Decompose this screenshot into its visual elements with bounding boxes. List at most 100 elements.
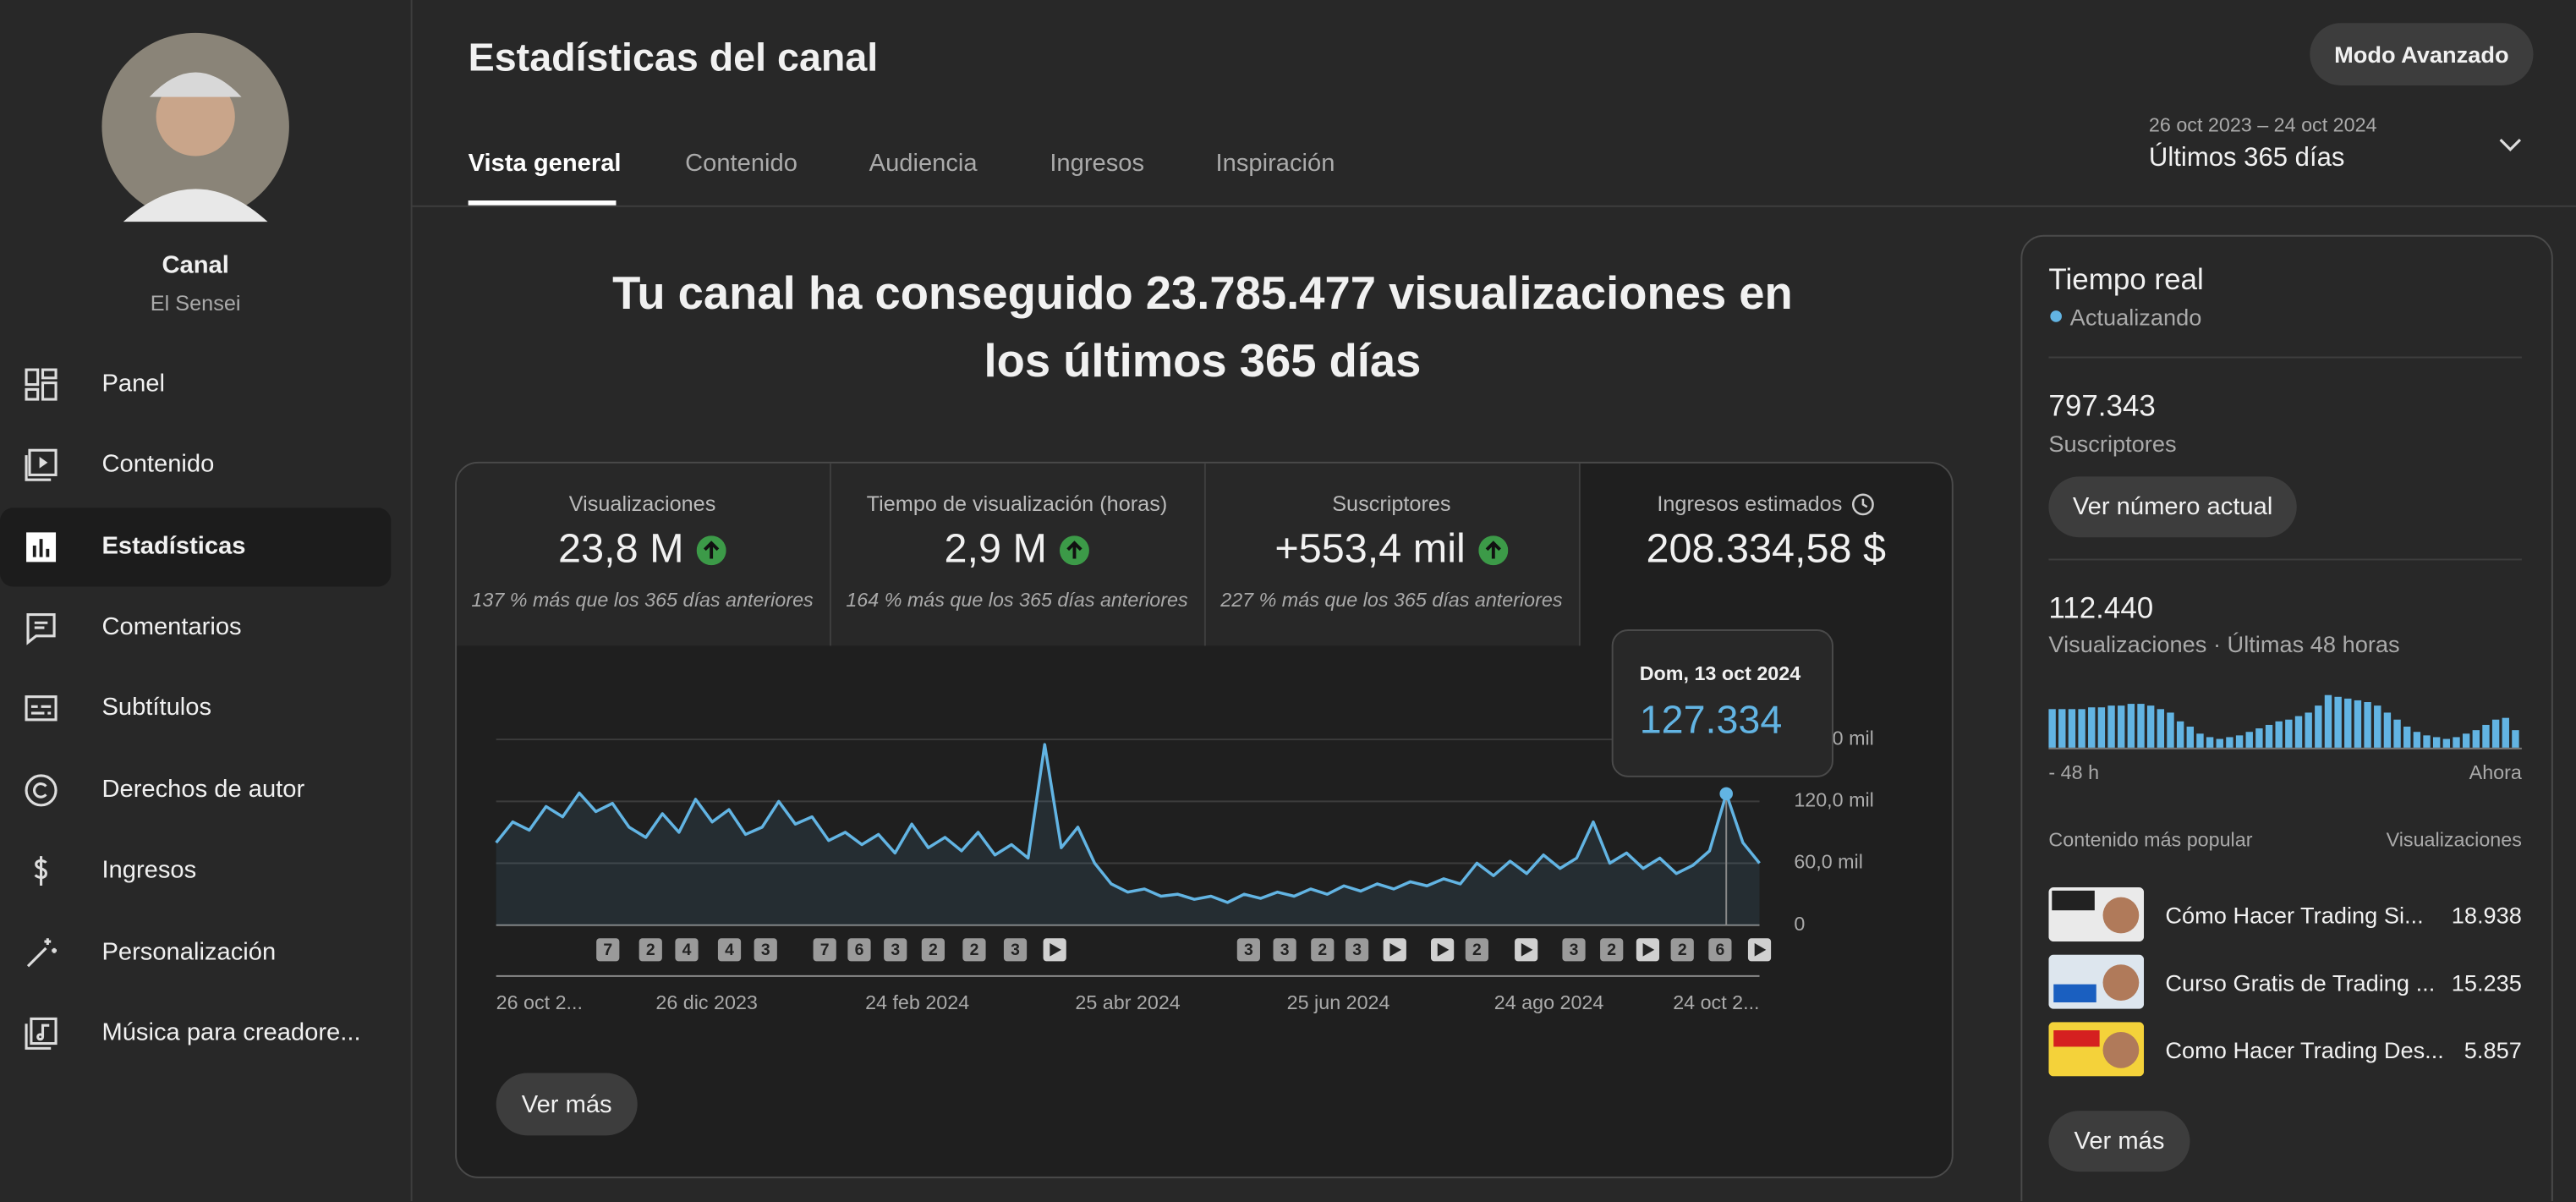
nav-item[interactable]: Derechos de autor <box>101 775 305 804</box>
realtime-card <box>2020 234 2553 1202</box>
metric-label[interactable]: Tiempo de visualización (horas) <box>866 491 1168 516</box>
tab[interactable]: Audiencia <box>869 149 978 178</box>
see-more-button[interactable]: Ver más <box>496 1073 638 1136</box>
top-content-views: 15.235 <box>2451 969 2522 996</box>
metric-note: 227 % más que los 365 días anteriores <box>1220 588 1563 612</box>
thumbnail[interactable] <box>2048 887 2145 942</box>
icon-subtitles[interactable] <box>23 690 59 727</box>
video-marker-icon <box>1754 943 1767 957</box>
metric-note: 137 % más que los 365 días anteriores <box>471 588 814 612</box>
icon-customization[interactable] <box>23 935 59 971</box>
realtime-see-more[interactable]: Ver más <box>2048 1111 2190 1172</box>
thumbnail[interactable] <box>2048 954 2145 1009</box>
annotation-box <box>847 938 871 962</box>
nav-item[interactable]: Comentarios <box>101 612 242 641</box>
x-tick-label: 26 oct 2... <box>496 991 583 1013</box>
video-marker-icon <box>1642 943 1655 957</box>
icon-earn[interactable] <box>23 853 59 889</box>
sidebar-divider <box>410 0 413 1202</box>
header-divider <box>412 205 2576 207</box>
realtime-bar <box>2324 694 2332 748</box>
realtime-bar <box>2226 737 2233 748</box>
realtime-bar <box>2364 702 2371 748</box>
icon-comments[interactable] <box>23 610 59 646</box>
nav-item[interactable]: Personalización <box>101 938 277 967</box>
annotation: 2 <box>1318 941 1327 959</box>
realtime-bar <box>2186 727 2194 748</box>
nav-item[interactable]: Música para creadore... <box>101 1018 361 1047</box>
realtime-bar <box>2294 716 2303 748</box>
realtime-bar <box>2512 730 2519 748</box>
top-content-title[interactable]: Como Hacer Trading Des... <box>2165 1036 2444 1063</box>
realtime-bar <box>2068 709 2076 748</box>
metric-value-text: 23,8 M <box>558 525 684 573</box>
top-content-label: Contenido más popular <box>2048 828 2253 852</box>
tab[interactable]: Vista general <box>468 149 622 178</box>
tooltip-value: 127.334 <box>1639 698 1783 744</box>
avatar[interactable] <box>100 31 290 222</box>
metric-tiles-bg <box>457 463 1579 646</box>
advanced-button[interactable]: Modo Avanzado <box>2310 23 2534 86</box>
tab[interactable]: Inspiración <box>1215 149 1335 178</box>
x-tick-label: 24 ago 2024 <box>1494 991 1604 1013</box>
top-content-views: 5.857 <box>2464 1036 2522 1063</box>
metric-label-wrap[interactable]: Ingresos estimados <box>1579 493 1954 516</box>
nav-item[interactable]: Panel <box>101 370 165 398</box>
realtime-bar <box>2097 707 2106 748</box>
realtime-bar <box>2383 712 2392 748</box>
realtime-bar <box>2078 709 2085 748</box>
realtime-bar <box>2472 730 2480 748</box>
period-chevron[interactable] <box>2497 134 2524 154</box>
realtime-bar <box>2393 719 2401 748</box>
top-content-title[interactable]: Curso Gratis de Trading ... <box>2165 969 2436 996</box>
tab-underline <box>468 200 617 206</box>
annotation: 6 <box>1716 941 1725 959</box>
annotation: 2 <box>1472 941 1482 959</box>
annotation-box <box>1708 938 1732 962</box>
tab[interactable]: Contenido <box>685 149 797 178</box>
realtime-bar <box>2374 705 2381 748</box>
bars-end-label: Ahora <box>2469 760 2522 784</box>
realtime-bar <box>2176 721 2184 748</box>
annotation: 3 <box>891 941 900 959</box>
realtime-bar <box>2315 705 2322 748</box>
icon-panel[interactable] <box>23 366 59 403</box>
annotation: 2 <box>1678 941 1687 959</box>
top-content-metric: Visualizaciones <box>2386 828 2522 852</box>
realtime-bar <box>2432 737 2441 748</box>
icon-copyright[interactable] <box>23 772 59 809</box>
annotation: 7 <box>603 941 612 959</box>
annotation-box <box>639 938 662 962</box>
realtime-bar <box>2491 719 2500 748</box>
realtime-bar <box>2462 733 2470 748</box>
annotation: 3 <box>1244 941 1253 959</box>
realtime-status: Actualizando <box>2069 304 2202 331</box>
tile-divider <box>830 463 831 646</box>
annotation-box <box>1345 938 1369 962</box>
tooltip: Dom, 13 oct 2024 127.334 <box>1611 629 1833 777</box>
icon-analytics[interactable] <box>23 530 59 566</box>
metric-label[interactable]: Suscriptores <box>1332 491 1451 516</box>
icon-content[interactable] <box>23 447 59 483</box>
clock-icon <box>1852 493 1875 516</box>
current-count-button[interactable]: Ver número actual <box>2048 476 2297 538</box>
annotation-box <box>962 938 986 962</box>
thumbnail[interactable] <box>2048 1022 2145 1077</box>
tab[interactable]: Ingresos <box>1050 149 1145 178</box>
realtime-bar <box>2088 707 2096 748</box>
nav-item[interactable]: Ingresos <box>101 856 197 885</box>
period[interactable]: Últimos 365 días <box>2148 144 2345 173</box>
realtime-bar <box>2255 728 2263 748</box>
annotation-box <box>1311 938 1335 962</box>
nav-item[interactable]: Contenido <box>101 450 215 479</box>
views-label: Visualizaciones · Últimas 48 horas <box>2048 630 2400 658</box>
annotation: 3 <box>1011 941 1020 959</box>
nav-item[interactable]: Subtítulos <box>101 693 212 722</box>
nav-item[interactable]: Estadísticas <box>101 532 246 561</box>
up-arrow <box>1060 535 1090 565</box>
icon-music[interactable] <box>23 1016 59 1052</box>
top-content-title[interactable]: Cómo Hacer Trading Si... <box>2165 902 2424 929</box>
metric-label[interactable]: Visualizaciones <box>568 491 716 516</box>
